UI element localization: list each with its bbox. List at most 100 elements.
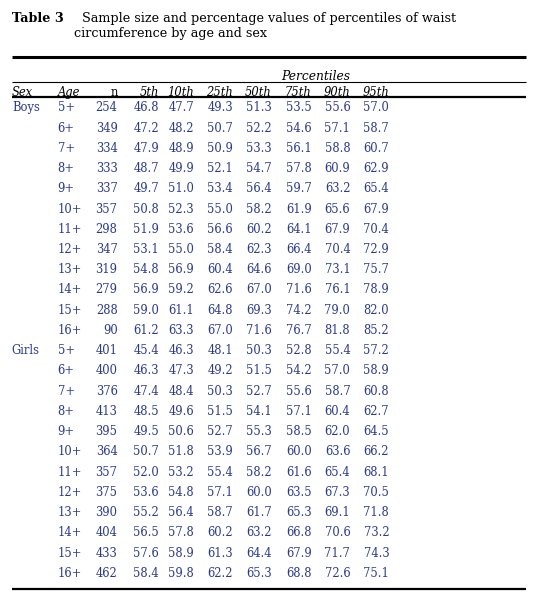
Text: 65.4: 65.4 <box>363 182 389 195</box>
Text: n: n <box>110 86 118 99</box>
Text: 48.4: 48.4 <box>169 384 194 398</box>
Text: 63.3: 63.3 <box>169 324 194 337</box>
Text: 390: 390 <box>95 506 118 519</box>
Text: 13+: 13+ <box>58 263 82 276</box>
Text: 95th: 95th <box>362 86 389 99</box>
Text: 51.0: 51.0 <box>168 182 194 195</box>
Text: 65.4: 65.4 <box>324 465 350 479</box>
Text: Percentiles: Percentiles <box>281 70 350 83</box>
Text: 48.2: 48.2 <box>169 122 194 135</box>
Text: 54.2: 54.2 <box>286 364 312 377</box>
Text: 85.2: 85.2 <box>363 324 389 337</box>
Text: 376: 376 <box>95 384 118 398</box>
Text: 52.7: 52.7 <box>207 425 233 438</box>
Text: 75.7: 75.7 <box>363 263 389 276</box>
Text: 56.6: 56.6 <box>207 223 233 236</box>
Text: 68.8: 68.8 <box>286 567 312 580</box>
Text: 401: 401 <box>95 344 118 357</box>
Text: 59.7: 59.7 <box>286 182 312 195</box>
Text: 55.0: 55.0 <box>168 243 194 256</box>
Text: 56.4: 56.4 <box>168 506 194 519</box>
Text: 357: 357 <box>95 203 118 216</box>
Text: 62.0: 62.0 <box>324 425 350 438</box>
Text: 58.9: 58.9 <box>168 547 194 560</box>
Text: 71.8: 71.8 <box>363 506 389 519</box>
Text: 60.8: 60.8 <box>363 384 389 398</box>
Text: 52.2: 52.2 <box>246 122 272 135</box>
Text: 57.6: 57.6 <box>133 547 159 560</box>
Text: 14+: 14+ <box>58 526 82 539</box>
Text: 62.9: 62.9 <box>363 162 389 175</box>
Text: 72.6: 72.6 <box>324 567 350 580</box>
Text: 50.3: 50.3 <box>207 384 233 398</box>
Text: 74.3: 74.3 <box>363 547 389 560</box>
Text: 55.4: 55.4 <box>207 465 233 479</box>
Text: 58.7: 58.7 <box>324 384 350 398</box>
Text: 53.6: 53.6 <box>133 486 159 499</box>
Text: 47.7: 47.7 <box>168 101 194 114</box>
Text: 58.5: 58.5 <box>286 425 312 438</box>
Text: 58.7: 58.7 <box>207 506 233 519</box>
Text: 57.8: 57.8 <box>286 162 312 175</box>
Text: 49.2: 49.2 <box>207 364 233 377</box>
Text: 52.0: 52.0 <box>133 465 159 479</box>
Text: 60.2: 60.2 <box>246 223 272 236</box>
Text: 67.9: 67.9 <box>286 547 312 560</box>
Text: 75th: 75th <box>285 86 312 99</box>
Text: 53.6: 53.6 <box>168 223 194 236</box>
Text: 54.7: 54.7 <box>246 162 272 175</box>
Text: 65.6: 65.6 <box>324 203 350 216</box>
Text: 55.6: 55.6 <box>324 101 350 114</box>
Text: 16+: 16+ <box>58 324 82 337</box>
Text: 57.1: 57.1 <box>286 405 312 418</box>
Text: Girls: Girls <box>12 344 40 357</box>
Text: 48.1: 48.1 <box>207 344 233 357</box>
Text: 13+: 13+ <box>58 506 82 519</box>
Text: 56.4: 56.4 <box>246 182 272 195</box>
Text: 71.6: 71.6 <box>286 284 312 296</box>
Text: 67.9: 67.9 <box>363 203 389 216</box>
Text: 46.3: 46.3 <box>134 364 159 377</box>
Text: 58.7: 58.7 <box>363 122 389 135</box>
Text: 59.2: 59.2 <box>168 284 194 296</box>
Text: 71.6: 71.6 <box>246 324 272 337</box>
Text: 50.7: 50.7 <box>133 445 159 458</box>
Text: 69.1: 69.1 <box>324 506 350 519</box>
Text: 73.2: 73.2 <box>363 526 389 539</box>
Text: 48.5: 48.5 <box>133 405 159 418</box>
Text: 62.7: 62.7 <box>363 405 389 418</box>
Text: 48.7: 48.7 <box>133 162 159 175</box>
Text: 45.4: 45.4 <box>133 344 159 357</box>
Text: 53.1: 53.1 <box>133 243 159 256</box>
Text: 82.0: 82.0 <box>363 304 389 316</box>
Text: 72.9: 72.9 <box>363 243 389 256</box>
Text: 57.2: 57.2 <box>363 344 389 357</box>
Text: 254: 254 <box>95 101 118 114</box>
Text: 70.4: 70.4 <box>324 243 350 256</box>
Text: 64.6: 64.6 <box>246 263 272 276</box>
Text: 49.3: 49.3 <box>207 101 233 114</box>
Text: 63.6: 63.6 <box>325 445 350 458</box>
Text: 71.7: 71.7 <box>324 547 350 560</box>
Text: 54.1: 54.1 <box>246 405 272 418</box>
Text: 62.2: 62.2 <box>208 567 233 580</box>
Text: 68.1: 68.1 <box>363 465 389 479</box>
Text: 15+: 15+ <box>58 547 82 560</box>
Text: 47.3: 47.3 <box>168 364 194 377</box>
Text: 53.5: 53.5 <box>286 101 312 114</box>
Text: Sample size and percentage values of percentiles of waist
circumference by age a: Sample size and percentage values of per… <box>74 12 456 40</box>
Text: 48.9: 48.9 <box>168 142 194 155</box>
Text: 79.0: 79.0 <box>324 304 350 316</box>
Text: 47.9: 47.9 <box>133 142 159 155</box>
Text: 395: 395 <box>95 425 118 438</box>
Text: 413: 413 <box>95 405 118 418</box>
Text: 55.3: 55.3 <box>246 425 272 438</box>
Text: 62.6: 62.6 <box>208 284 233 296</box>
Text: 10+: 10+ <box>58 203 82 216</box>
Text: 90: 90 <box>103 324 118 337</box>
Text: 357: 357 <box>95 465 118 479</box>
Text: 462: 462 <box>96 567 118 580</box>
Text: 60.2: 60.2 <box>207 526 233 539</box>
Text: 49.6: 49.6 <box>168 405 194 418</box>
Text: 51.5: 51.5 <box>246 364 272 377</box>
